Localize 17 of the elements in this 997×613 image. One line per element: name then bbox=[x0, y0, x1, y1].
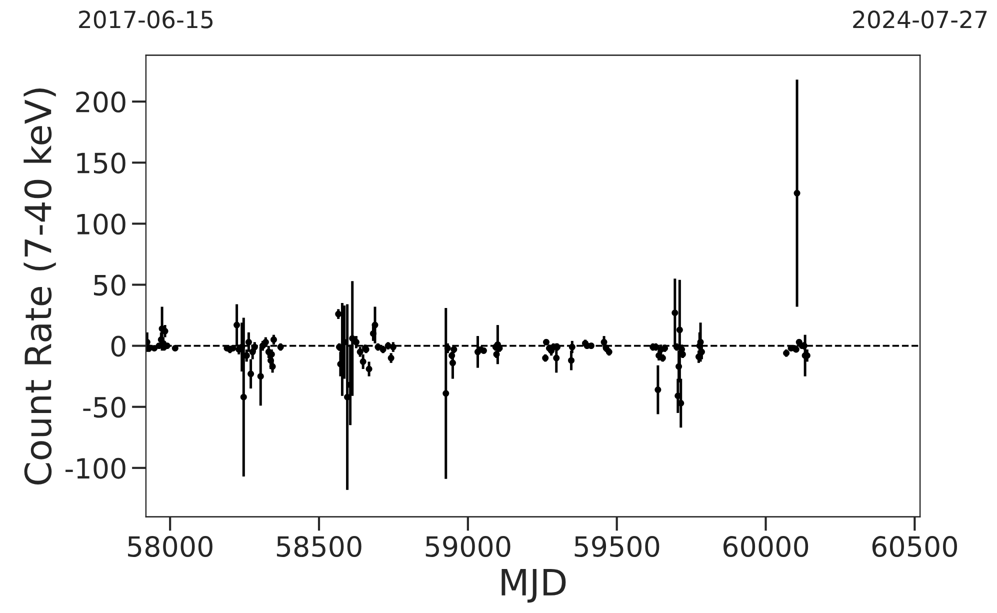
y-tick-label: -50 bbox=[83, 396, 126, 418]
x-tick-label: 59000 bbox=[426, 536, 510, 558]
x-tick-label: 60000 bbox=[724, 536, 808, 558]
x-axis-title: MJD bbox=[502, 569, 566, 603]
y-tick-label: 150 bbox=[77, 152, 126, 174]
x2-tick-label: 2024-07-27 bbox=[853, 10, 987, 28]
x2-tick-label: 2017-06-15 bbox=[79, 10, 213, 28]
y-axis-title: Count Rate (7-40 keV) bbox=[24, 88, 56, 484]
x-tick-label: 59500 bbox=[574, 536, 660, 558]
y-tick-label: -100 bbox=[66, 458, 126, 479]
y-tick-label: 0 bbox=[111, 336, 126, 357]
y-tick-label: 50 bbox=[94, 274, 126, 296]
x-tick-label: 58500 bbox=[276, 536, 362, 558]
x-tick-label: 58000 bbox=[128, 536, 212, 558]
y-tick-label: 100 bbox=[77, 214, 126, 235]
x-tick-label: 60500 bbox=[872, 536, 958, 558]
y-tick-label: 200 bbox=[76, 92, 126, 113]
